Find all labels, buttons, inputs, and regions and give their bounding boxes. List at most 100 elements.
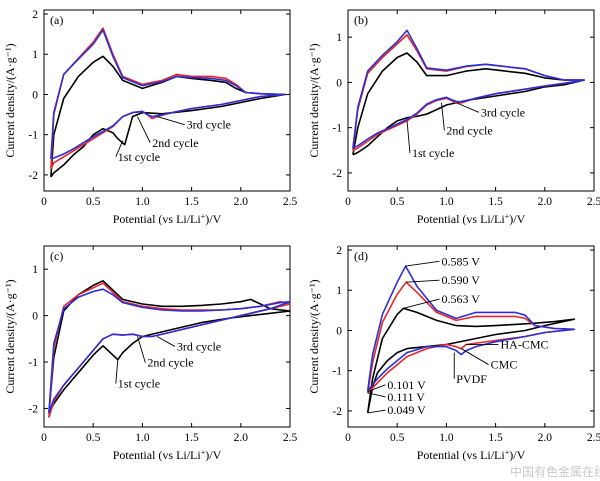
x-tick-label: 0.5 <box>86 432 101 444</box>
annotation-leader <box>157 116 185 126</box>
series-line-1st-cycle <box>352 52 586 156</box>
annotation-label: 0.111 V <box>387 390 425 404</box>
annotation-label: 2nd cycle <box>446 123 492 137</box>
annotation-leader <box>460 348 489 366</box>
x-axis-label: Potential (vs Li/Li+)/V <box>113 212 222 227</box>
x-tick-label: 2.5 <box>587 432 600 444</box>
y-tick-label: -1 <box>332 123 342 135</box>
panel-label: (b) <box>354 13 368 27</box>
panel-label: (d) <box>354 249 368 263</box>
x-axis-label: Potential (vs Li/Li+)/V <box>113 448 222 463</box>
y-tick-label: 1 <box>336 285 342 297</box>
y-tick-label: 2 <box>32 9 38 21</box>
annotation-label: 0.101 V <box>387 378 426 392</box>
series-line-3rd-cycle <box>48 288 291 414</box>
x-tick-label: 0.5 <box>390 196 405 208</box>
annotation-label: 0.563 V <box>441 292 480 306</box>
x-axis-label-main: Potential (vs Li/Li <box>417 448 506 462</box>
y-tick-label: -1 <box>332 366 342 378</box>
y-axis-label: Current density/(A·g⁻¹) <box>3 279 17 393</box>
annotation-label: 0.590 V <box>441 273 480 287</box>
annotation-leader <box>456 102 480 113</box>
x-tick-label: 0 <box>41 196 47 208</box>
y-tick-label: 1 <box>32 49 38 61</box>
annotation-label: 2nd cycle <box>152 136 198 150</box>
y-axis-label: Current density/(A·g⁻¹) <box>307 43 321 157</box>
x-tick-label: 0 <box>41 432 47 444</box>
annotation-label: 1st cycle <box>118 150 160 164</box>
y-tick-label: 0 <box>336 77 342 89</box>
series-line-3rd-cycle <box>50 29 286 160</box>
plot-frame <box>347 9 595 192</box>
x-tick-label: 1.5 <box>488 432 503 444</box>
series-line-ha-cmc <box>366 307 576 414</box>
x-tick-label: 2.0 <box>234 432 249 444</box>
x-axis-label-sup: + <box>201 212 206 221</box>
annotation-label: 3rd cycle <box>187 118 231 132</box>
x-tick-label: 0 <box>345 196 351 208</box>
annotation-label: 0.585 V <box>441 254 480 268</box>
plot-frame <box>43 245 291 428</box>
annotation-label: CMC <box>491 358 518 372</box>
y-axis-label: Current density/(A·g⁻¹) <box>307 279 321 393</box>
x-tick-label: 2.0 <box>538 196 553 208</box>
y-tick-label: -1 <box>28 357 38 369</box>
x-tick-label: 2.0 <box>234 196 249 208</box>
annotation-leader <box>405 260 440 267</box>
x-tick-label: 1.5 <box>488 196 503 208</box>
x-axis-label-tail: )/V <box>509 448 525 462</box>
annotation-label: 3rd cycle <box>481 105 525 119</box>
panel-label: (c) <box>50 249 63 263</box>
annotation-leader <box>115 140 124 158</box>
x-axis-label-tail: )/V <box>205 212 221 226</box>
x-axis-label-main: Potential (vs Li/Li <box>417 212 506 226</box>
x-axis-label: Potential (vs Li/Li+)/V <box>417 212 526 227</box>
series-line-3rd-cycle <box>352 29 586 149</box>
x-axis-label-tail: )/V <box>509 212 525 226</box>
plot-frame <box>43 9 291 192</box>
y-tick-label: 1 <box>336 32 342 44</box>
annotation-label: 3rd cycle <box>177 339 221 353</box>
x-axis-label-sup: + <box>201 448 206 457</box>
x-tick-label: 1.5 <box>184 196 199 208</box>
annotation-leader <box>367 392 386 398</box>
y-tick-label: -2 <box>332 406 342 418</box>
x-axis-label: Potential (vs Li/Li+)/V <box>417 448 526 463</box>
series-line-2nd-cycle <box>48 282 291 418</box>
annotation-leader <box>115 359 119 384</box>
x-axis-label-tail: )/V <box>205 448 221 462</box>
annotation-leader <box>137 336 146 363</box>
annotation-leader <box>137 116 151 143</box>
x-tick-label: 1.0 <box>439 196 454 208</box>
plot-frame <box>347 245 595 428</box>
x-tick-label: 1.5 <box>184 432 199 444</box>
x-tick-label: 1.0 <box>439 432 454 444</box>
x-tick-label: 2.5 <box>283 432 298 444</box>
x-tick-label: 2.5 <box>587 196 600 208</box>
series-line-1st-cycle <box>50 55 286 178</box>
x-axis-label-main: Potential (vs Li/Li <box>113 448 202 462</box>
annotation-leader <box>156 336 176 347</box>
x-tick-label: 0 <box>345 432 351 444</box>
annotation-leader <box>367 409 386 414</box>
annotation-label: 2nd cycle <box>147 356 193 370</box>
annotation-leader <box>406 279 440 283</box>
panel-label: (a) <box>50 13 63 27</box>
x-tick-label: 1.0 <box>135 432 150 444</box>
y-tick-label: -1 <box>28 130 38 142</box>
annotation-label: 1st cycle <box>118 377 160 391</box>
y-tick-label: 0 <box>336 325 342 337</box>
annotation-leader <box>367 384 386 393</box>
y-tick-label: 0 <box>32 311 38 323</box>
annotation-leader <box>406 120 411 154</box>
annotation-leader <box>441 102 445 131</box>
series-line-pvdf <box>366 265 576 392</box>
x-tick-label: 2.5 <box>283 196 298 208</box>
annotation-label: PVDF <box>456 372 487 386</box>
x-axis-label-main: Potential (vs Li/Li <box>113 212 202 226</box>
x-tick-label: 2.0 <box>538 432 553 444</box>
annotation-label: 0.049 V <box>387 403 426 417</box>
x-axis-label-sup: + <box>505 448 510 457</box>
y-tick-label: -2 <box>332 168 342 180</box>
